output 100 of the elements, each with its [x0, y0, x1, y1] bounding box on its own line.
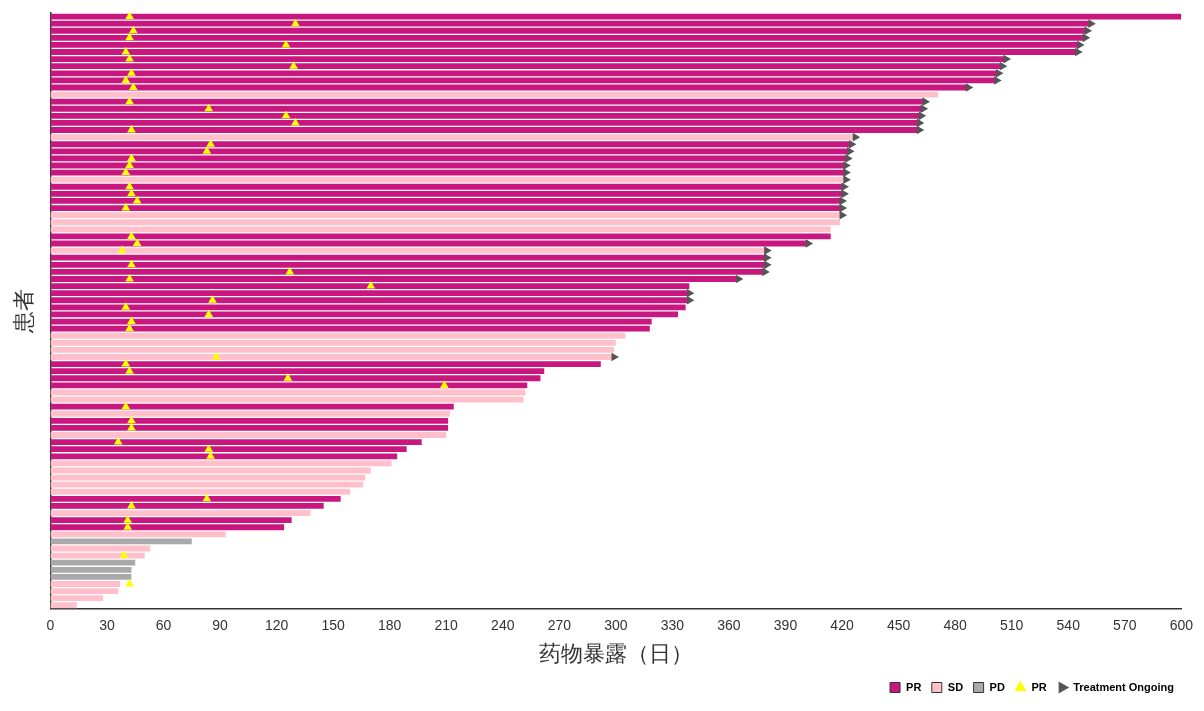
point	[117, 245, 127, 254]
point	[291, 18, 300, 27]
bar	[50, 134, 856, 141]
point	[735, 274, 744, 284]
x-tick-label: 420	[830, 617, 854, 634]
point	[125, 323, 134, 332]
point	[121, 75, 131, 83]
point	[206, 139, 215, 147]
point	[125, 11, 134, 20]
point	[843, 161, 851, 170]
point	[281, 110, 291, 119]
point	[289, 61, 298, 69]
point	[127, 125, 136, 133]
point	[1088, 19, 1096, 28]
point	[845, 154, 853, 163]
point	[208, 295, 217, 303]
point	[121, 302, 131, 310]
point	[847, 146, 855, 156]
bar	[50, 460, 392, 467]
bar	[50, 176, 846, 183]
point	[916, 125, 925, 135]
point	[121, 359, 131, 367]
legend-label: Treatment Ongoing	[1073, 680, 1175, 693]
x-tick-label: 570	[1113, 617, 1137, 634]
point	[132, 195, 142, 204]
bar	[50, 510, 311, 516]
point	[999, 61, 1008, 71]
point	[125, 366, 134, 374]
point	[1075, 47, 1083, 57]
point	[805, 239, 814, 248]
point	[366, 281, 376, 289]
point	[121, 167, 131, 176]
point	[202, 146, 212, 154]
bar	[50, 531, 226, 538]
legend-label: PD	[989, 680, 1005, 693]
x-tick-label: 600	[1169, 617, 1194, 634]
x-tick-label: 30	[99, 617, 115, 634]
x-tick-label: 270	[547, 617, 572, 634]
point	[922, 97, 930, 106]
legend-label: SD	[947, 680, 964, 693]
x-tick-label: 540	[1056, 617, 1081, 634]
point	[686, 288, 695, 298]
point	[764, 260, 772, 270]
point	[686, 295, 695, 305]
point	[764, 246, 772, 255]
legend-label: PR	[1031, 680, 1047, 693]
point	[127, 316, 136, 325]
point	[211, 352, 221, 360]
bar	[50, 552, 145, 559]
x-tick-label: 0	[46, 617, 55, 634]
bar	[50, 247, 767, 254]
x-tick-label: 240	[491, 617, 515, 634]
point	[1084, 26, 1093, 36]
point	[125, 32, 134, 41]
x-tick-label: 360	[717, 617, 741, 634]
point	[129, 25, 138, 34]
x-tick-label: 60	[155, 617, 172, 634]
point	[285, 266, 295, 275]
point	[129, 82, 138, 90]
x-tick-label: 300	[604, 617, 628, 634]
point	[611, 352, 619, 362]
point	[841, 182, 849, 192]
point	[1077, 40, 1085, 50]
x-tick-label: 510	[1000, 617, 1024, 634]
y-axis-title: 患者	[10, 288, 36, 334]
point	[123, 522, 133, 530]
point	[283, 373, 293, 381]
point	[127, 153, 136, 161]
point	[123, 515, 133, 523]
point	[127, 231, 136, 239]
point	[204, 103, 214, 112]
x-tick-label: 390	[773, 617, 798, 634]
point	[113, 437, 123, 445]
point	[995, 68, 1004, 78]
bar	[50, 410, 450, 417]
point	[206, 451, 215, 459]
point	[841, 189, 849, 199]
point	[132, 238, 142, 247]
point	[762, 267, 770, 277]
point	[920, 104, 929, 114]
point	[918, 111, 927, 121]
point	[1082, 33, 1091, 43]
point	[994, 76, 1002, 85]
point	[125, 54, 134, 62]
point	[125, 181, 134, 190]
bar	[50, 432, 447, 438]
x-tick-label: 180	[378, 617, 402, 634]
bar	[50, 325, 650, 332]
point	[119, 550, 129, 559]
point	[204, 309, 214, 317]
x-tick-label: 90	[212, 617, 229, 634]
point	[843, 168, 851, 177]
point	[1003, 54, 1012, 64]
point	[852, 132, 861, 142]
point	[440, 380, 449, 388]
x-tick-label: 120	[264, 617, 289, 634]
point	[127, 68, 136, 76]
point	[848, 139, 857, 149]
point	[125, 96, 134, 105]
point	[125, 160, 134, 168]
